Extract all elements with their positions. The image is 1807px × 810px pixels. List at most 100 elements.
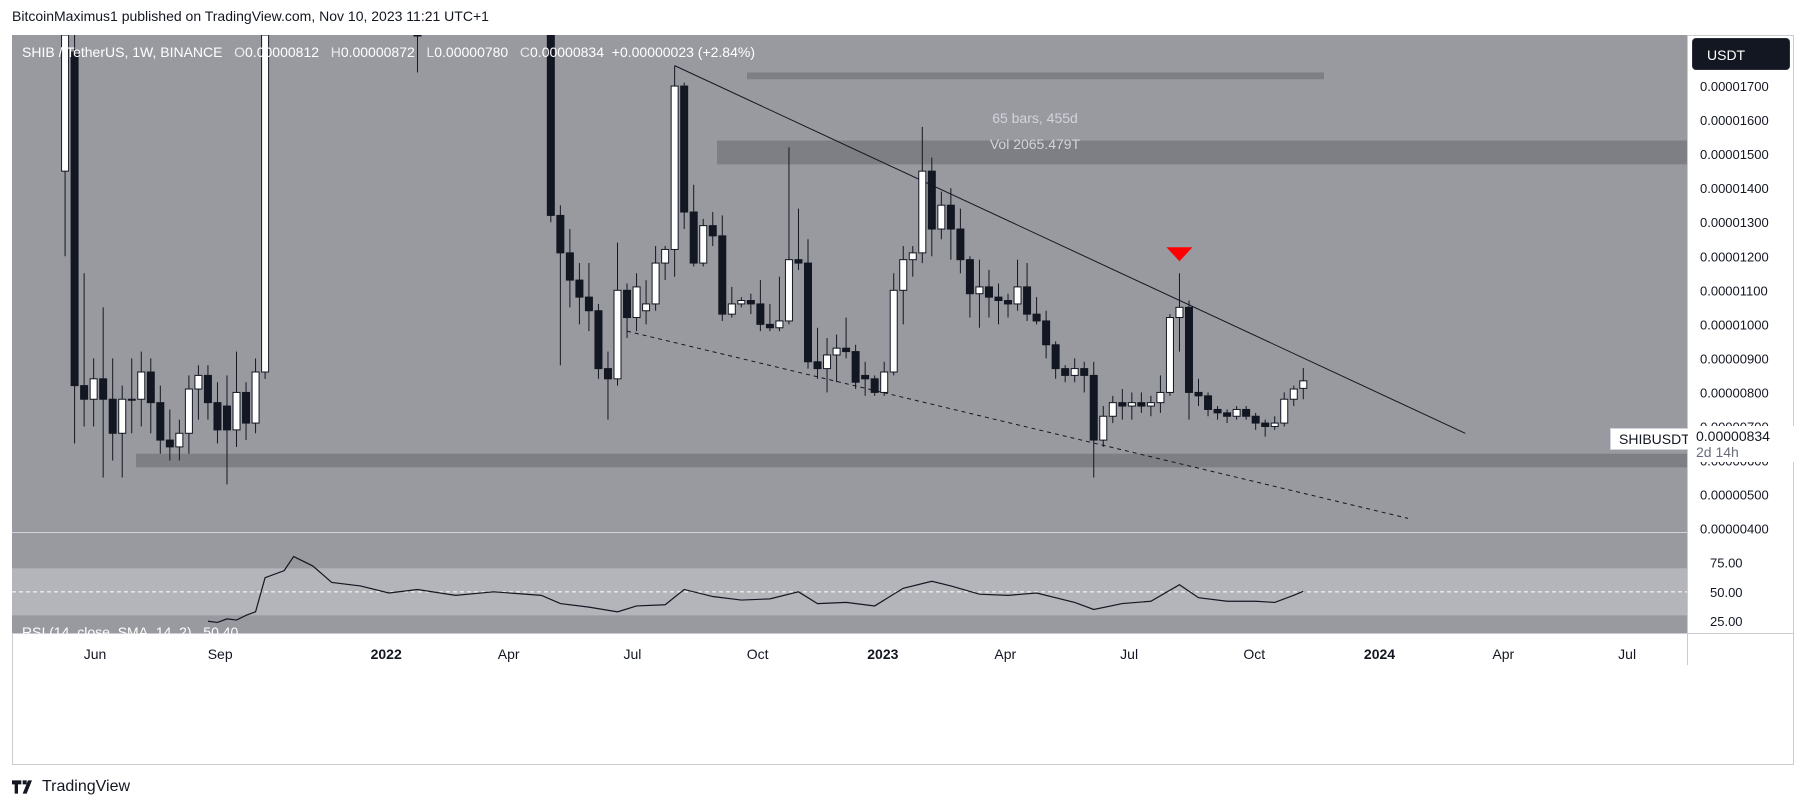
candle-body [213,402,222,431]
horizontal-zone [136,453,1687,468]
high-label: H [330,44,341,60]
candle-body [832,347,841,356]
time-tick-label: Sep [208,646,233,662]
price-tick-label: 0.00001300 [1700,215,1769,230]
symbol-name: SHIB / TetherUS, 1W, BINANCE [22,44,223,60]
close-value: 0.00000834 [530,44,604,60]
descending-support-line [626,330,1409,519]
candle-body [99,378,108,400]
price-tick-label: 0.00000500 [1700,488,1769,503]
candle-body [937,204,946,230]
time-tick-label: Jul [624,646,642,662]
candle-body [194,374,203,390]
candle-body [1270,422,1279,427]
candle-body [1004,300,1013,305]
candle-body [880,371,889,393]
candle-body [165,439,174,448]
price-tick-label: 0.00001200 [1700,249,1769,264]
signal-arrow-marker [1166,247,1193,262]
candle-body [851,351,860,383]
time-tick-label: Apr [994,646,1016,662]
footer-brand[interactable]: TradingView [12,778,130,796]
time-tick-label: Oct [1243,646,1265,662]
price-tick-label: 0.00000800 [1700,385,1769,400]
candle-body [146,371,155,404]
candle-body [584,296,593,312]
price-tick-label: 0.00001600 [1700,113,1769,128]
candle-body [1251,415,1260,424]
price-tick-label: 0.00000900 [1700,351,1769,366]
candle-body [689,211,698,264]
rsi-legend: RSI (14, close, SMA, 14, 2) 50.40 [22,624,238,640]
low-label: L [426,44,435,60]
candle-body [994,296,1003,302]
rsi-tick-label: 50.00 [1710,585,1743,600]
horizontal-zone [717,140,1687,165]
candle-body [575,279,584,298]
price-chart[interactable]: 75.00 50.00 25.00 0.00001700 0.00001600 0.00… [12,35,1794,765]
last-price-tag: 0.00000834 2d 14h [1688,426,1794,462]
tradingview-logo-icon [12,780,32,794]
symbol-legend: SHIB / TetherUS, 1W, BINANCE O0.00000812… [22,44,755,60]
candle-body [89,378,98,400]
candle-body [765,323,774,329]
candle-body [927,170,936,230]
time-tick-label: 2023 [867,646,898,662]
candle-body [1165,317,1174,393]
rsi-label: RSI (14, close, SMA, 14, 2) [22,624,192,640]
candle-body [984,286,993,298]
candle-body [699,225,708,264]
measure-bars-label: 65 bars, 455d [992,110,1078,126]
candle-body [746,300,755,305]
candle-body [870,378,879,393]
candle-body [175,432,184,448]
candle-body [794,259,803,264]
candle-body [1194,391,1203,397]
candle-body [413,35,422,37]
candle-body [1032,313,1041,322]
candle-body [823,354,832,370]
price-tick-label: 0.00000400 [1700,522,1769,537]
price-tick-label: 0.00001100 [1700,283,1768,298]
close-label: C [519,44,531,60]
candle-body [242,391,251,424]
candle-body [546,35,555,216]
candle-body [1242,408,1251,417]
candle-body [203,374,212,404]
candle-body [1013,286,1022,305]
rsi-tick-label: 25.00 [1710,614,1743,629]
candle-body [1184,306,1193,393]
candle-body [137,371,146,400]
candle-body [1042,320,1051,346]
candle-body [70,51,79,387]
candle-body [80,385,89,400]
currency-button[interactable]: USDT [1692,38,1790,70]
price-tick-label: 0.00001000 [1700,317,1769,332]
open-label: O [234,44,246,60]
time-tick-label: Jun [84,646,107,662]
candle-body [222,405,231,431]
candle-body [727,303,736,315]
candle-body [1146,402,1155,407]
price-plot-background [12,35,1687,532]
candle-body [975,286,984,295]
price-tick-label: 0.00001400 [1700,181,1769,196]
candle-body [565,252,574,281]
open-value: 0.00000812 [245,44,320,60]
candle-body [632,286,641,319]
candle-body [1175,306,1184,319]
publisher-caption: BitcoinMaximus1 published on TradingView… [12,8,489,24]
candle-body [803,262,812,363]
candle-body [232,391,241,431]
candle-body [184,388,193,434]
candle-body [899,259,908,291]
candle-body [251,371,260,424]
time-tick-label: Jul [1120,646,1138,662]
price-tick-label: 0.00001500 [1700,147,1769,162]
candle-body [680,85,689,213]
candle-body [1108,402,1117,417]
bar-countdown: 2d 14h [1696,444,1739,460]
candle-body [118,398,127,434]
candle-body [1137,402,1146,407]
candle-body [908,252,917,261]
